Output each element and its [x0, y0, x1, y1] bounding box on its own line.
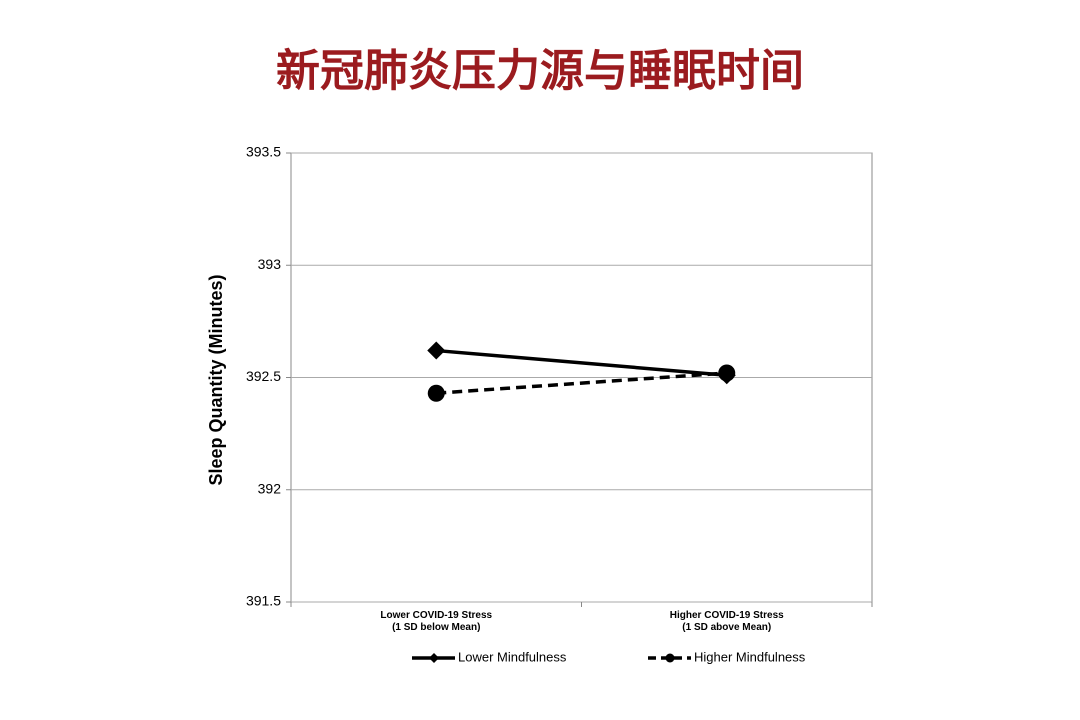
y-axis-label: Sleep Quantity (Minutes) [206, 274, 226, 485]
legend-marker [429, 653, 439, 663]
y-tick-label: 393 [258, 256, 282, 272]
y-tick-label: 392.5 [246, 368, 281, 384]
legend-label: Higher Mindfulness [694, 649, 806, 664]
y-tick-label: 393.5 [246, 144, 281, 160]
legend-marker [665, 653, 675, 663]
y-tick-label: 392 [258, 480, 282, 496]
point [718, 364, 736, 382]
point [427, 341, 446, 360]
x-tick-label: Higher COVID-19 Stress (1 SD above Mean) [669, 610, 784, 633]
line [436, 348, 727, 377]
line [436, 371, 727, 395]
legend-label: Lower Mindfulness [458, 649, 567, 664]
point [427, 384, 445, 402]
y-tick-label: 391.5 [246, 593, 281, 609]
chart-title: 新冠肺炎压力源与睡眠时间 [276, 47, 804, 96]
x-tick-label: Lower COVID-19 Stress (1 SD below Mean) [380, 610, 493, 633]
